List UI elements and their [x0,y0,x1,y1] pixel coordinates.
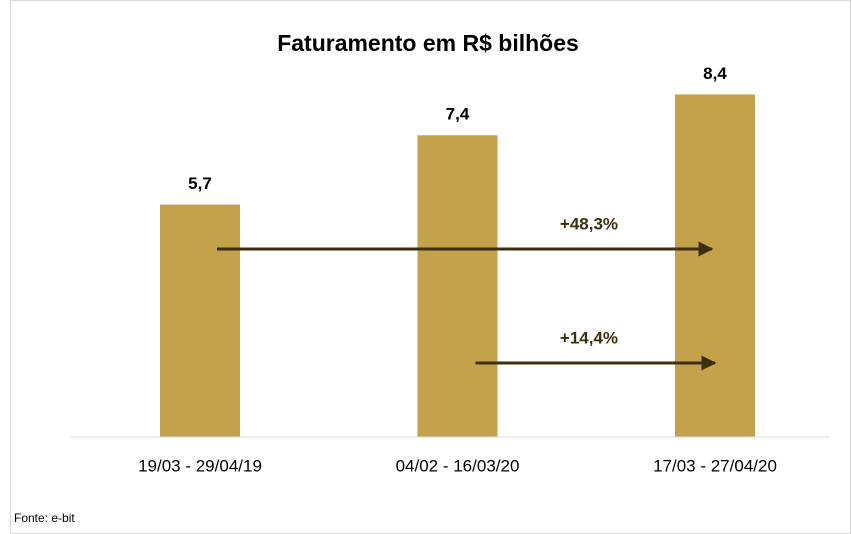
x-tick-label: 19/03 - 29/04/19 [138,456,262,475]
chart-title: Faturamento em R$ bilhões [277,30,579,56]
x-tick-label: 04/02 - 16/03/20 [396,456,520,475]
annotation: +14,4% [560,328,618,347]
value-label: 8,4 [703,64,727,83]
value-label: 7,4 [446,105,470,124]
source: Fonte: e-bit [14,511,75,525]
bar [675,94,755,437]
bar [417,135,498,437]
x-tick-label: 17/03 - 27/04/20 [653,456,777,475]
annotation: +48,3% [560,214,618,233]
value-label: 5,7 [188,174,212,193]
bar [160,204,240,437]
